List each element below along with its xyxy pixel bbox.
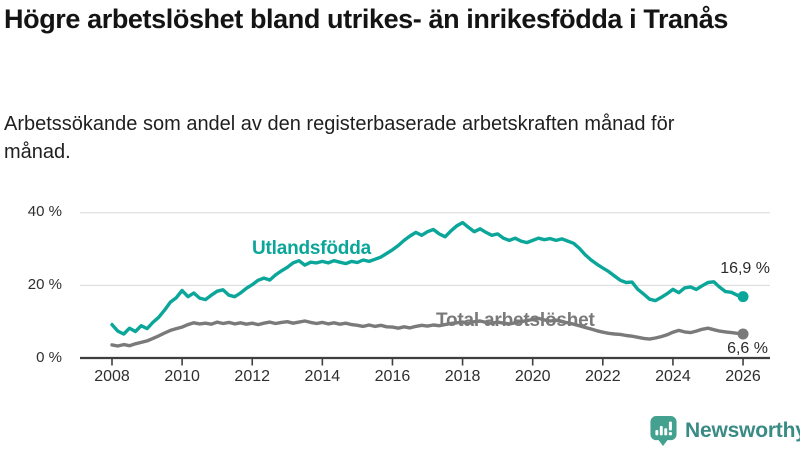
newsworthy-logo[interactable]: Newsworthy [649,414,800,447]
x-axis-tick-label: 2026 [725,368,761,385]
y-axis-label-40: 40 % [27,203,62,220]
newsworthy-chart-bubble-icon [650,416,677,446]
x-axis-tick-label: 2020 [514,368,551,385]
newsworthy-logo-text: Newsworthy [685,418,800,442]
x-axis-tick-label: 2024 [655,368,691,385]
end-value-label-utlandsfodda: 16,9 % [720,260,770,277]
series-label-total-arbetsloshet: Total arbetslöshet [436,310,595,331]
x-axis-tick-label: 2014 [304,368,341,385]
page-title: Högre arbetslöshet bland utrikes- än inr… [4,4,728,34]
y-axis-label-0: 0 % [36,349,62,366]
y-axis-label-20: 20 % [27,276,62,293]
page-subtitle: Arbetssökande som andel av den registerb… [4,113,675,163]
x-axis-tick-label: 2022 [585,368,621,385]
x-axis-tick-label: 2018 [444,368,481,385]
x-axis-tick-label: 2016 [374,368,411,385]
series-label-utlandsfodda: Utlandsfödda [252,238,371,259]
x-axis-tick-label: 2010 [164,368,200,385]
x-axis-tick-label: 2008 [94,368,130,385]
end-value-label-total-arbetsloshet: 6,6 % [727,340,768,357]
x-axis-tick-label: 2012 [234,368,271,385]
